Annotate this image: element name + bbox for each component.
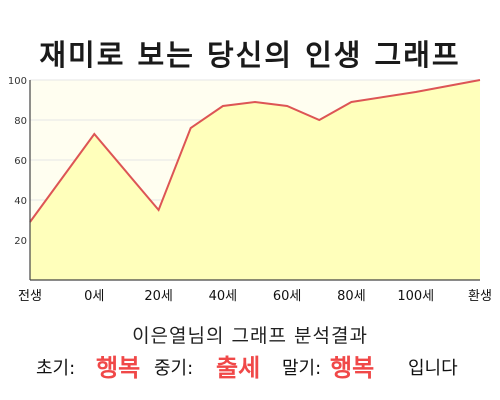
ending-text: 입니다: [408, 358, 458, 379]
x-tick-label: 100세: [397, 289, 434, 304]
early-value: 행복: [96, 354, 141, 382]
analysis-summary: 이은열님의 그래프 분석결과: [132, 325, 368, 347]
early-label: 초기:: [36, 358, 76, 379]
area-fill: [30, 80, 480, 280]
x-tick-label: 60세: [273, 289, 302, 304]
y-tick-label: 60: [14, 156, 27, 167]
chart-title: 재미로 보는 당신의 인생 그래프: [39, 38, 461, 72]
y-tick-label: 100: [8, 76, 27, 87]
axes: [29, 80, 480, 281]
x-tick-label: 80세: [337, 289, 366, 304]
x-tick-label: 전생: [18, 289, 42, 304]
mid-label: 중기:: [154, 358, 194, 379]
x-tick-label: 40세: [209, 289, 238, 304]
late-value: 행복: [330, 354, 375, 382]
late-label: 말기:: [282, 358, 322, 379]
y-tick-labels: 20 40 60 80 100: [8, 76, 27, 247]
x-tick-label: 환생: [468, 289, 492, 304]
series-line: [29, 79, 481, 223]
x-tick-label: 0세: [84, 289, 104, 304]
y-tick-label: 40: [14, 196, 27, 207]
analysis-result: 초기: 행복 중기: 출세 말기: 행복 입니다: [0, 346, 500, 386]
x-tick-labels: 전생 0세 20세 40세 60세 80세 100세 환생: [18, 289, 492, 304]
y-tick-label: 20: [14, 236, 27, 247]
mid-value: 출세: [216, 354, 261, 382]
x-tick-label: 20세: [144, 289, 173, 304]
y-tick-label: 80: [14, 116, 27, 127]
